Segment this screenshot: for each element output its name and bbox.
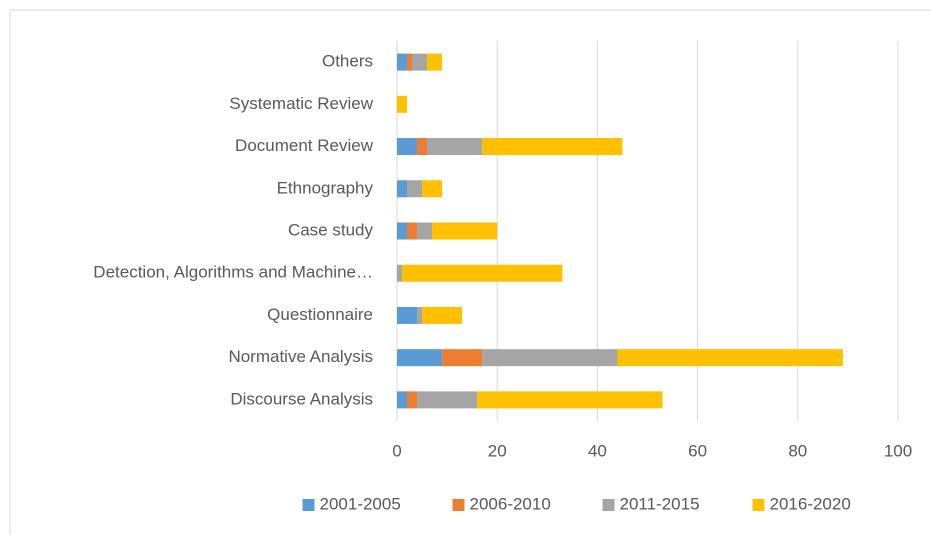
y-tick-label: Document Review xyxy=(235,136,374,155)
legend-label: 2006-2010 xyxy=(470,494,551,513)
bar-segment xyxy=(442,349,483,367)
bar-segment xyxy=(397,222,408,240)
bar-segment xyxy=(417,391,478,409)
y-tick-label: Systematic Review xyxy=(229,94,373,113)
bar-segment xyxy=(407,53,413,71)
bar-segment xyxy=(477,391,663,409)
legend-label: 2001-2005 xyxy=(320,494,401,513)
bar-segment xyxy=(397,349,443,367)
bar-segment xyxy=(397,391,408,409)
x-tick-label: 40 xyxy=(588,441,607,460)
y-tick-label: Ethnography xyxy=(277,178,374,197)
x-tick-label: 100 xyxy=(884,441,912,460)
bar-segment xyxy=(397,138,418,156)
y-tick-label: Case study xyxy=(288,220,374,239)
bar-segment xyxy=(407,180,423,198)
y-tick-label: Discourse Analysis xyxy=(230,389,373,408)
bar-segment xyxy=(407,391,418,409)
bar-segment xyxy=(422,306,463,324)
legend-swatch xyxy=(602,499,615,511)
bar-segment xyxy=(397,53,408,71)
bar-segment xyxy=(432,222,498,240)
bar-segment xyxy=(417,222,433,240)
legend-swatch xyxy=(452,499,465,511)
bar-segment xyxy=(397,95,408,113)
y-tick-label: Normative Analysis xyxy=(228,347,373,366)
y-tick-label: Detection, Algorithms and Machine… xyxy=(93,263,373,282)
bar-segment xyxy=(402,264,563,282)
bar-segment xyxy=(482,349,618,367)
x-tick-label: 20 xyxy=(488,441,507,460)
bar-segment xyxy=(397,264,403,282)
bar-segment xyxy=(417,138,428,156)
bar-segment xyxy=(397,180,408,198)
bar-segment xyxy=(482,138,623,156)
bar-segment xyxy=(427,138,483,156)
bar-segment xyxy=(412,53,428,71)
bar-segment xyxy=(617,349,843,367)
x-tick-label: 60 xyxy=(688,441,707,460)
legend-swatch xyxy=(302,499,315,511)
y-tick-label: Others xyxy=(322,52,373,71)
bar-segment xyxy=(417,306,423,324)
legend-label: 2011-2015 xyxy=(620,494,700,513)
x-tick-label: 80 xyxy=(788,441,807,460)
x-tick-label: 0 xyxy=(392,441,401,460)
bar-segment xyxy=(422,180,443,198)
bar-segment xyxy=(427,53,443,71)
legend-swatch xyxy=(752,499,765,511)
bar-segment xyxy=(397,306,418,324)
bar-segment xyxy=(407,222,418,240)
y-tick-label: Questionnaire xyxy=(267,305,373,324)
legend-label: 2016-2020 xyxy=(770,494,851,513)
